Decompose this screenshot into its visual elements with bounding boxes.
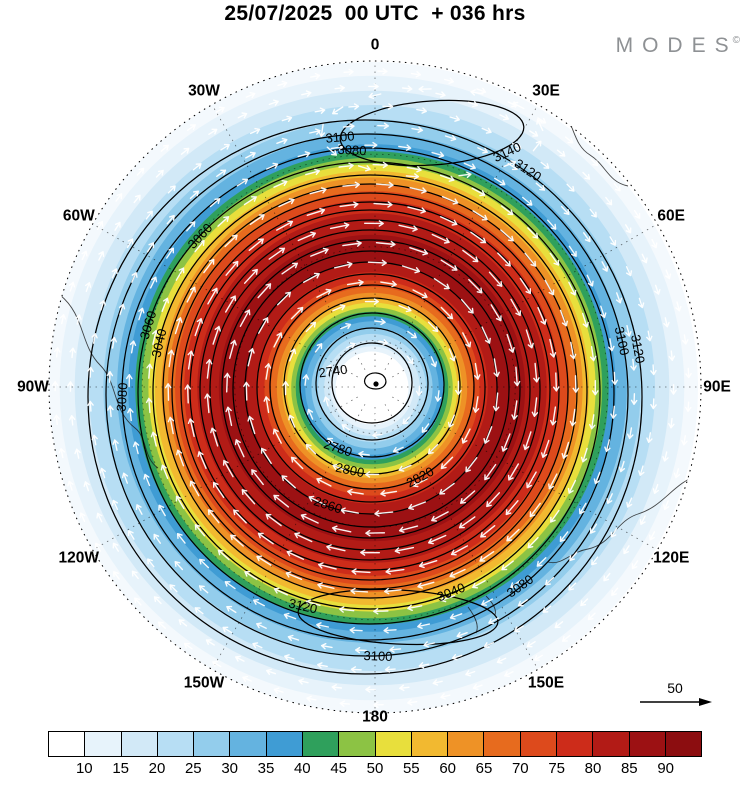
colorbar-cell bbox=[665, 732, 702, 756]
colorbar-tick-label: 85 bbox=[620, 760, 638, 777]
contour-label: 3100 bbox=[612, 325, 633, 356]
longitude-label: 0 bbox=[371, 37, 380, 54]
colorbar-tick-label: 25 bbox=[184, 760, 202, 777]
contour-label: 3120 bbox=[287, 595, 319, 616]
colorbar-cell bbox=[339, 732, 376, 756]
colorbar-tick-label: 50 bbox=[366, 760, 384, 777]
colorbar bbox=[48, 731, 702, 757]
colorbar-cell bbox=[194, 732, 231, 756]
contour-label: 3100 bbox=[363, 648, 392, 664]
modes-logo: MODES© bbox=[616, 34, 740, 58]
longitude-labels: 0 30E 60E 90E 120E 150E 180 150W 120W 90W 60W 30W bbox=[17, 37, 731, 726]
modes-logo-text: MODES bbox=[615, 34, 738, 57]
longitude-label: 60W bbox=[63, 208, 95, 225]
colorbar-cell bbox=[484, 732, 521, 756]
colorbar-tick-label: 80 bbox=[584, 760, 602, 777]
contour-label: 3080 bbox=[337, 142, 367, 158]
colorbar-tick-label: 65 bbox=[475, 760, 493, 777]
longitude-label: 120E bbox=[653, 550, 689, 567]
longitude-label: 90E bbox=[703, 379, 731, 396]
pole-marker bbox=[364, 372, 387, 390]
colorbar-tick-label: 45 bbox=[330, 760, 348, 777]
colorbar-tick-label: 75 bbox=[548, 760, 566, 777]
colorbar-ticks: 10 15 20 25 30 35 40 45 50 55 60 65 70 75 80 85 90 bbox=[48, 760, 702, 778]
colorbar-cell bbox=[556, 732, 594, 756]
colorbar-tick-label: 40 bbox=[293, 760, 311, 777]
wind-reference-arrow-icon bbox=[640, 698, 712, 706]
contour-label: 3040 bbox=[148, 327, 169, 359]
contour-label: 3100 bbox=[325, 128, 355, 145]
longitude-label: 150E bbox=[528, 675, 564, 692]
colorbar-cell bbox=[121, 732, 158, 756]
contour-label: 2800 bbox=[334, 460, 365, 481]
colorbar-tick-label: 55 bbox=[402, 760, 420, 777]
colorbar-cell bbox=[85, 732, 122, 756]
colorbar-cell bbox=[375, 732, 412, 756]
longitude-label: 150W bbox=[184, 675, 225, 692]
longitude-label: 30E bbox=[532, 82, 560, 99]
colorbar-cell bbox=[593, 732, 630, 756]
wind-reference-label: 50 bbox=[667, 680, 683, 696]
colorbar-tick-label: 15 bbox=[112, 760, 130, 777]
longitude-label: 30W bbox=[188, 82, 220, 99]
map-rim-circle bbox=[48, 60, 702, 714]
colorbar-cell bbox=[411, 732, 449, 756]
wind-reference: 50 bbox=[636, 681, 714, 709]
colorbar-tick-label: 10 bbox=[75, 760, 93, 777]
contour-label: 3120 bbox=[628, 333, 648, 364]
colorbar-cell bbox=[302, 732, 340, 756]
longitude-label: 60E bbox=[657, 208, 685, 225]
colorbar-tick-label: 20 bbox=[148, 760, 166, 777]
chart-title: 25/07/2025 00 UTC + 036 hrs bbox=[224, 2, 526, 25]
wind-arrows bbox=[51, 68, 692, 709]
contour-label: 2740 bbox=[318, 362, 349, 381]
colorbar-tick-label: 30 bbox=[221, 760, 239, 777]
colorbar-tick-label: 90 bbox=[657, 760, 675, 777]
anticyclone-arrows bbox=[318, 85, 544, 180]
colorbar-tick-label: 35 bbox=[257, 760, 275, 777]
contour-label: 3080 bbox=[114, 382, 131, 412]
longitude-label: 180 bbox=[362, 709, 388, 726]
colorbar-cell bbox=[266, 732, 303, 756]
colorbar-cell bbox=[157, 732, 195, 756]
colorbar-cell bbox=[49, 732, 86, 756]
longitude-label: 120W bbox=[59, 550, 100, 567]
colorbar-cell bbox=[520, 732, 557, 756]
colorbar-cell bbox=[448, 732, 485, 756]
copyright-mark-icon: © bbox=[732, 35, 740, 46]
longitude-label: 90W bbox=[17, 379, 49, 396]
colorbar-cell bbox=[230, 732, 267, 756]
colorbar-cell bbox=[629, 732, 666, 756]
wind-speed-shading bbox=[49, 61, 701, 713]
colorbar-tick-label: 70 bbox=[511, 760, 529, 777]
colorbar-tick-label: 60 bbox=[439, 760, 457, 777]
